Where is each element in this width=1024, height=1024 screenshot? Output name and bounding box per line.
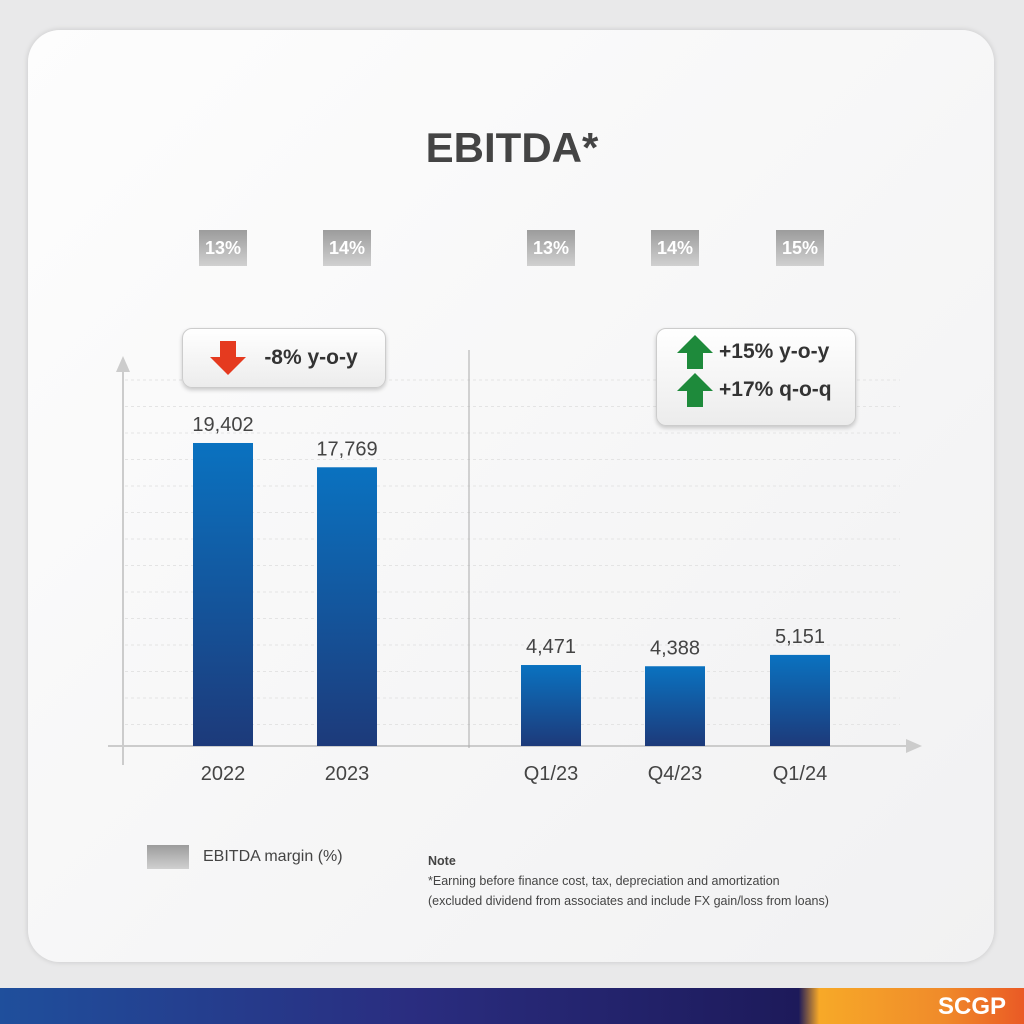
margin-badge: 13%: [527, 230, 575, 266]
quarterly-change-box: +15% y-o-y +17% q-o-q: [656, 328, 856, 426]
bar-2023: [317, 467, 377, 746]
bar-2022: [193, 442, 253, 746]
scgp-logo: SCGP: [937, 993, 1006, 1020]
note-heading: Note: [428, 854, 456, 868]
data-label: 4,388: [650, 637, 700, 659]
x-tick-label: 2022: [201, 763, 246, 785]
qoq-change-text: +17% q-o-q: [719, 378, 832, 401]
chart-title: EBITDA*: [425, 124, 599, 171]
legend: EBITDA margin (%): [147, 845, 343, 869]
legend-label: EBITDA margin (%): [203, 848, 343, 865]
x-tick-label: Q1/23: [524, 763, 578, 785]
bar-Q1/23: [521, 665, 581, 746]
margin-badge: 14%: [651, 230, 699, 266]
data-label: 5,151: [775, 626, 825, 648]
x-axis-arrow: [906, 739, 922, 753]
x-tick-label: Q4/23: [648, 763, 702, 785]
arrow-up-icon: [677, 373, 713, 407]
bar-Q1/24: [770, 654, 830, 746]
margin-badge: 13%: [199, 230, 247, 266]
note-line-1: *Earning before finance cost, tax, depre…: [428, 874, 780, 888]
yoy-change-text: +15% y-o-y: [719, 340, 830, 363]
margin-badge: 14%: [323, 230, 371, 266]
margin-badge: 15%: [776, 230, 824, 266]
legend-swatch: [147, 845, 189, 869]
data-label: 4,471: [526, 636, 576, 658]
x-tick-label: 2023: [325, 763, 370, 785]
card: [28, 30, 994, 962]
arrow-down-icon: [210, 341, 247, 375]
brand-bar: [0, 988, 1024, 1024]
note: Note *Earning before finance cost, tax, …: [428, 851, 829, 911]
annual-change-box: -8% y-o-y: [182, 328, 386, 388]
annual-change-text: -8% y-o-y: [264, 346, 358, 369]
chart: 19,402 2022 17,769 2023 4,471 Q1/23 4,388 Q4/23…: [108, 350, 922, 785]
bar-Q4/23: [645, 666, 705, 746]
data-label: 19,402: [192, 414, 253, 436]
note-line-2: (excluded dividend from associates and i…: [428, 894, 829, 908]
y-axis-arrow: [116, 356, 130, 372]
x-tick-label: Q1/24: [773, 763, 827, 785]
arrow-up-icon: [677, 335, 713, 369]
data-label: 17,769: [316, 438, 377, 460]
